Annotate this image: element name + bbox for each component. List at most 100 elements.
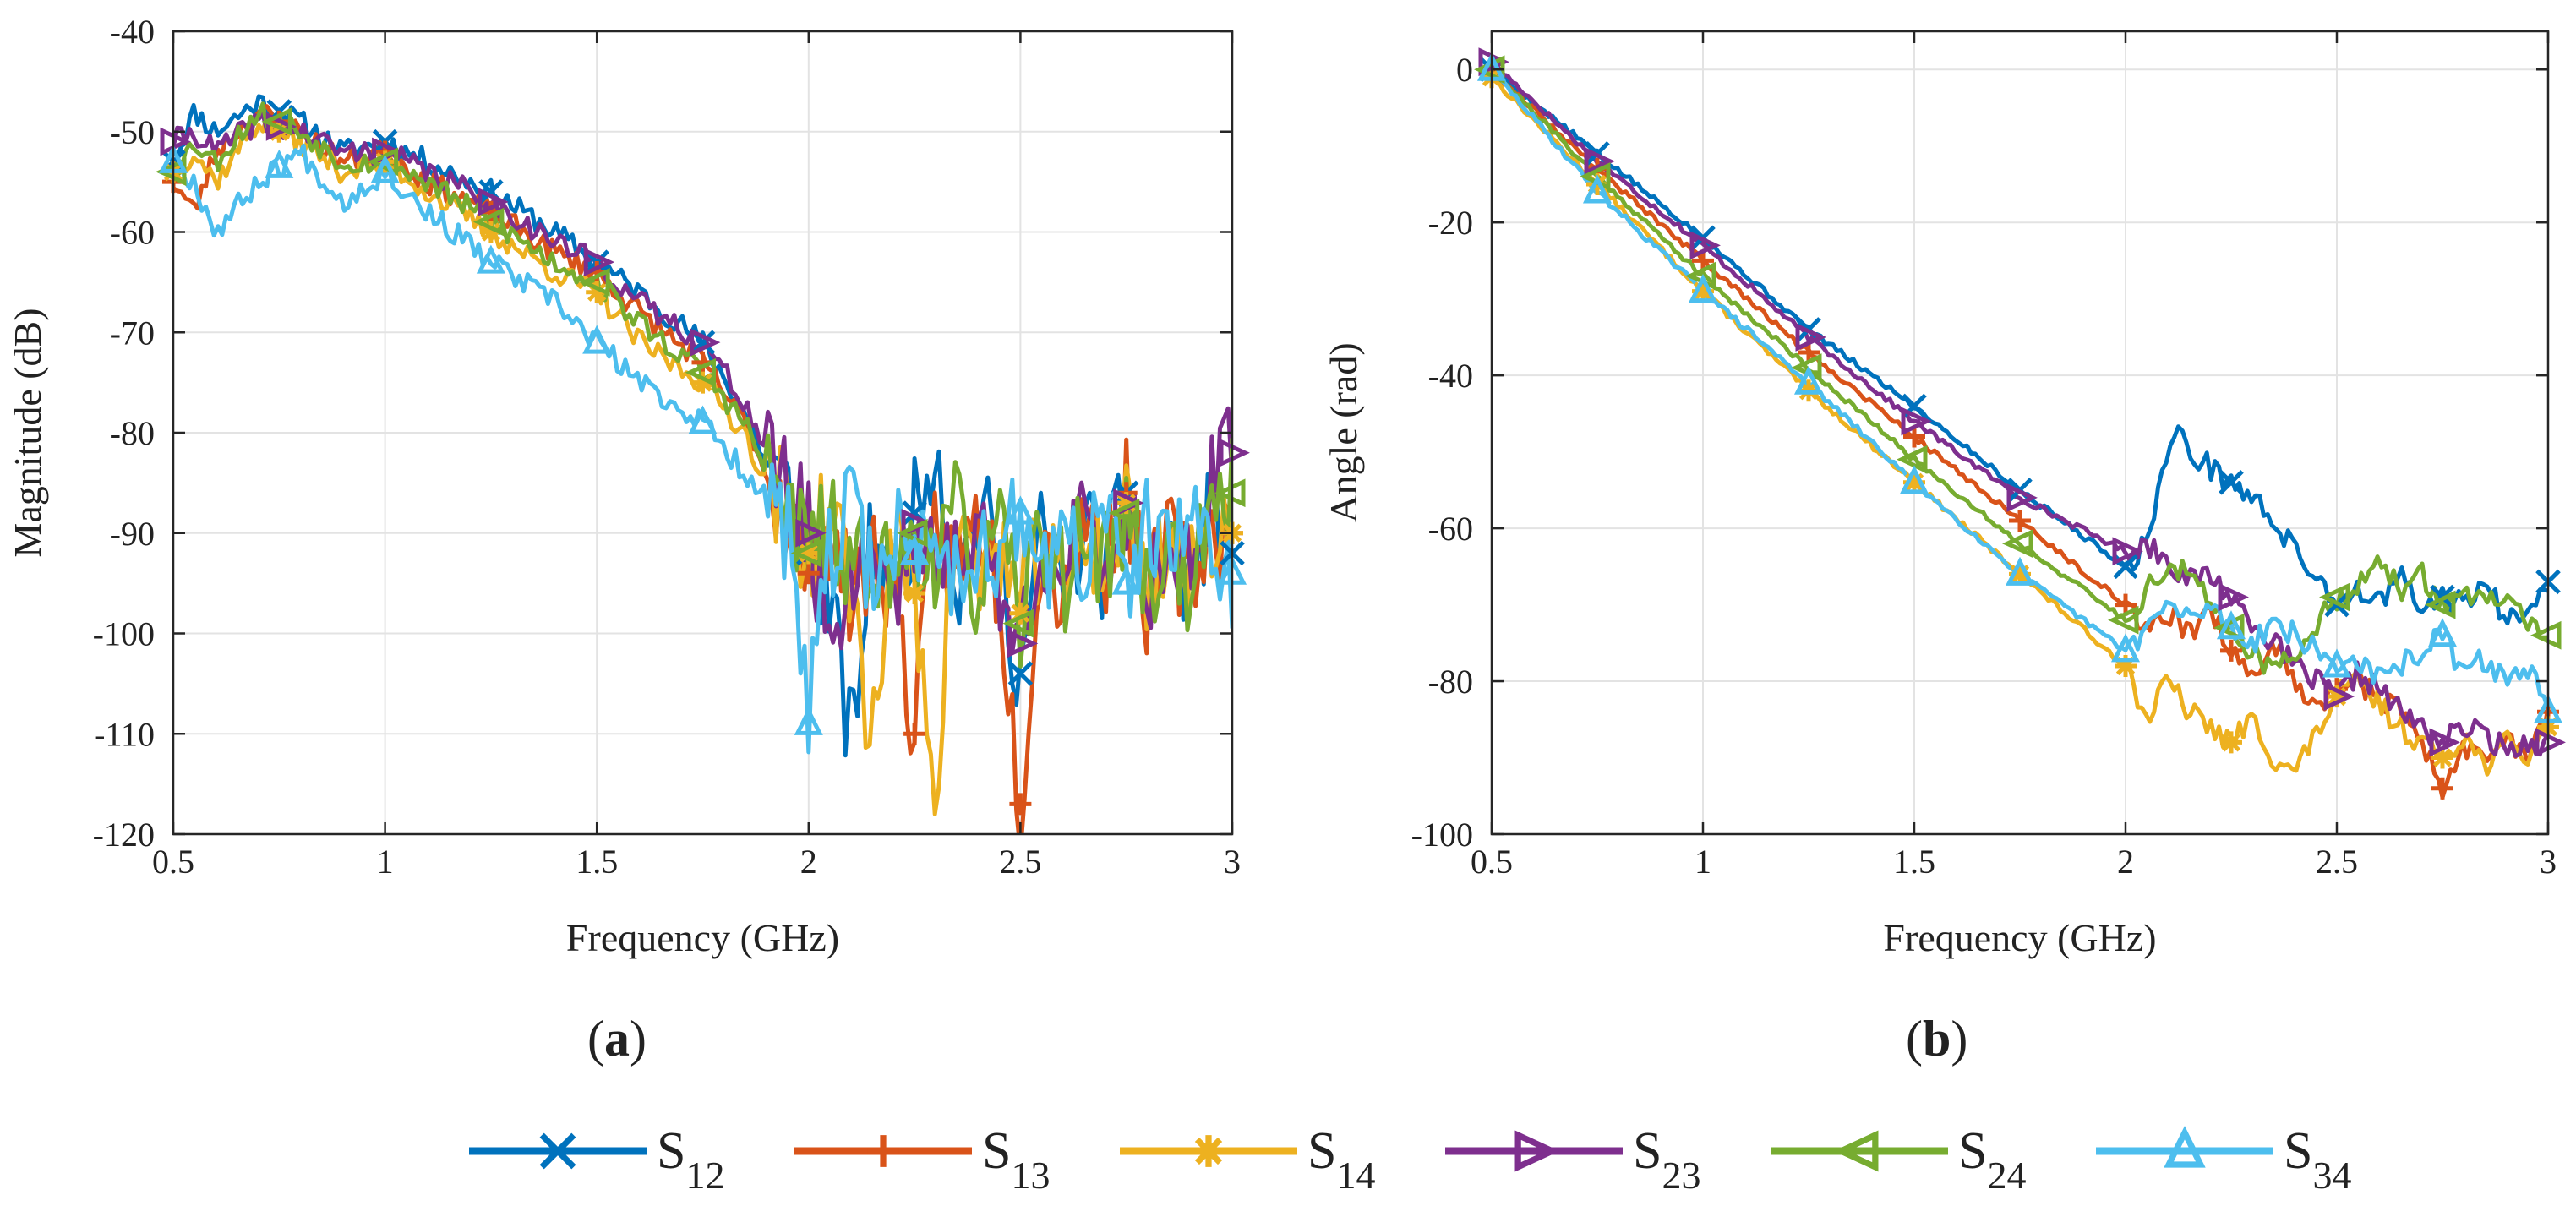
- legend-label-base: S: [1633, 1122, 1662, 1180]
- legend-item-S23: S23: [1445, 1122, 1700, 1197]
- marker-S23: [1795, 322, 1826, 352]
- chart-angle: 0.5 1 1.5 2 2.5 3 -100 -80 -60 -40 -20 0 Frequency (…: [1322, 30, 2566, 959]
- marker-S34: [1899, 465, 1929, 494]
- marker-S14: [1692, 280, 1714, 303]
- x-axis-label: Frequency (GHz): [566, 916, 839, 959]
- marker-S23: [265, 112, 297, 141]
- legend-item-S24: S24: [1771, 1122, 2026, 1197]
- legend: S12 S13 S14 S23 S24 S34: [469, 1122, 2351, 1197]
- x-tick-label: 0.5: [152, 843, 194, 881]
- axes-box: [1490, 30, 2550, 836]
- series-line-S24: [1492, 69, 2548, 675]
- legend-item-S12: S12: [469, 1122, 724, 1197]
- marker-S14: [1009, 602, 1032, 625]
- marker-S14: [2326, 685, 2348, 708]
- x-tick-label: 1: [377, 843, 394, 881]
- y-axis-label: Angle (rad): [1322, 342, 1365, 522]
- y-tick-label: -80: [1428, 663, 1473, 701]
- y-tick-label: -110: [94, 715, 155, 753]
- legend-marker-S14: [1192, 1135, 1225, 1167]
- y-tick-label: -120: [93, 816, 155, 854]
- marker-S14: [903, 582, 926, 604]
- legend-marker-S34: [2164, 1126, 2206, 1168]
- marker-S14: [586, 281, 609, 303]
- legend-label-sub: 12: [685, 1154, 724, 1197]
- marker-S14: [479, 221, 502, 243]
- y-axis-label: Magnitude (dB): [6, 308, 49, 557]
- marker-S34: [794, 706, 823, 735]
- marker-S23: [583, 248, 615, 277]
- marker-S23: [2006, 483, 2038, 512]
- marker-S13: [903, 723, 926, 745]
- marker-S23: [2429, 728, 2460, 757]
- x-axis-label: Frequency (GHz): [1883, 916, 2156, 959]
- panel-label-b: (b): [1906, 1011, 1968, 1067]
- marker-S14: [1115, 492, 1138, 515]
- x-tick-label: 3: [2540, 843, 2557, 881]
- marker-S23: [2218, 582, 2249, 612]
- x-tick-label: 2: [2117, 843, 2134, 881]
- y-tick-label: -40: [1428, 357, 1473, 395]
- marker-S34: [900, 535, 930, 565]
- marker-S13: [797, 562, 820, 585]
- y-tick-label: 0: [1456, 51, 1473, 89]
- legend-label-sub: 34: [2312, 1154, 2351, 1197]
- marker-S34: [476, 244, 505, 274]
- x-tick-label: 2: [800, 843, 817, 881]
- y-tick-label: -100: [93, 615, 155, 653]
- marker-S24: [685, 357, 716, 387]
- marker-S12: [2219, 470, 2244, 495]
- legend-label-base: S: [982, 1122, 1011, 1180]
- x-tick-label: 3: [1224, 843, 1241, 881]
- marker-S23: [1007, 629, 1039, 658]
- marker-S34: [582, 325, 612, 354]
- x-tick-label: 1.5: [576, 843, 618, 881]
- marker-S24: [2425, 590, 2456, 619]
- legend-label-base: S: [2284, 1122, 2312, 1180]
- legend-item-S34: S34: [2096, 1122, 2351, 1197]
- legend-label-base: S: [1958, 1122, 1987, 1180]
- marker-S34: [2110, 633, 2141, 663]
- marker-S34: [1688, 274, 1718, 303]
- legend-label-sub: 23: [1662, 1154, 1700, 1197]
- legend-label-sub: 13: [1011, 1154, 1050, 1197]
- marker-S23: [478, 187, 509, 216]
- marker-S14: [2220, 731, 2242, 754]
- y-tick-label: -90: [110, 515, 155, 553]
- marker-S34: [370, 154, 400, 183]
- series-line-S34: [173, 143, 1232, 755]
- marker-S34: [1582, 174, 1613, 204]
- marker-S24: [1108, 499, 1140, 527]
- marker-S13: [2431, 777, 2453, 800]
- panel-label-a: (a): [587, 1011, 647, 1067]
- x-tick-label: 2.5: [999, 843, 1041, 881]
- legend-label-base: S: [657, 1122, 685, 1180]
- marker-S24: [790, 538, 822, 568]
- marker-S24: [2319, 582, 2350, 612]
- legend-marker-S24: [1833, 1130, 1879, 1172]
- y-tick-label: -100: [1411, 816, 1473, 854]
- legend-marker-S12: [539, 1132, 576, 1170]
- marker-S23: [1901, 407, 1932, 436]
- marker-S24: [472, 207, 505, 237]
- x-tick-label: 1: [1695, 843, 1711, 881]
- marker-S14: [2115, 654, 2137, 677]
- marker-S23: [1689, 231, 1721, 260]
- marker-S24: [2213, 613, 2245, 642]
- marker-S14: [2431, 746, 2453, 769]
- legend-label-S23: S23: [1633, 1122, 1700, 1197]
- marker-S23: [795, 518, 827, 548]
- y-tick-label: -50: [110, 113, 155, 151]
- marker-S34: [265, 149, 294, 178]
- y-tick-label: -20: [1428, 204, 1473, 242]
- marker-S14: [1903, 471, 1925, 494]
- legend-marker-S23: [1514, 1130, 1560, 1172]
- marker-S14: [797, 542, 820, 565]
- y-tick-label: -40: [110, 13, 155, 51]
- marker-S34: [1111, 565, 1141, 595]
- y-tick-label: -70: [110, 314, 155, 352]
- x-tick-label: 2.5: [2316, 843, 2358, 881]
- marker-S34: [2005, 556, 2035, 586]
- panel-label-a-text: a: [603, 1011, 630, 1067]
